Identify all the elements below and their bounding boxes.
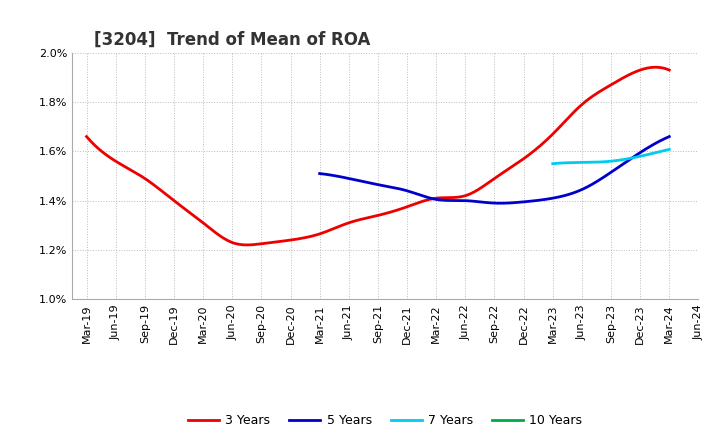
3 Years	[84, 136, 93, 141]
3 Years	[575, 104, 584, 109]
3 Years	[665, 67, 674, 73]
3 Years	[429, 196, 438, 201]
7 Years	[647, 151, 655, 157]
3 Years	[82, 134, 91, 139]
7 Years	[620, 157, 629, 162]
Line: 5 Years: 5 Years	[320, 136, 670, 203]
7 Years	[549, 161, 557, 166]
5 Years	[525, 199, 534, 204]
5 Years	[611, 167, 620, 172]
Line: 3 Years: 3 Years	[86, 67, 670, 245]
Legend: 3 Years, 5 Years, 7 Years, 10 Years: 3 Years, 5 Years, 7 Years, 10 Years	[183, 409, 588, 432]
7 Years	[665, 147, 674, 152]
5 Years	[317, 171, 325, 176]
3 Years	[612, 79, 621, 84]
Line: 7 Years: 7 Years	[553, 150, 670, 164]
3 Years	[652, 65, 660, 70]
5 Years	[523, 199, 532, 204]
3 Years	[242, 242, 251, 248]
7 Years	[618, 157, 626, 162]
5 Years	[665, 134, 674, 139]
5 Years	[495, 201, 504, 206]
7 Years	[617, 157, 626, 162]
5 Years	[531, 198, 539, 203]
5 Years	[634, 151, 642, 157]
3 Years	[441, 195, 449, 200]
7 Years	[654, 149, 662, 154]
5 Years	[315, 171, 324, 176]
7 Years	[549, 161, 557, 166]
Text: [3204]  Trend of Mean of ROA: [3204] Trend of Mean of ROA	[94, 31, 370, 49]
3 Years	[431, 196, 440, 201]
